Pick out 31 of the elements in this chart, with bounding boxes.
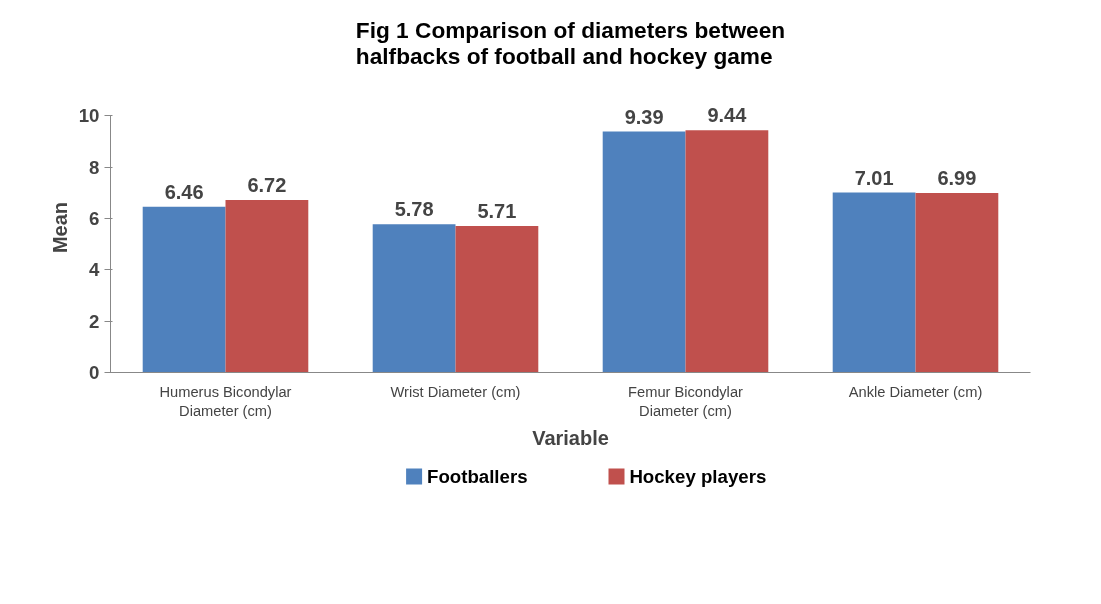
y-tick-label: 10: [78, 105, 100, 127]
y-tick-label: 0: [89, 362, 100, 383]
data-label: 6.99: [937, 167, 977, 190]
y-tick-label: 8: [89, 156, 100, 178]
bar: [372, 224, 456, 373]
bar: [832, 192, 916, 373]
legend-label: Footballers: [426, 466, 528, 487]
bar: [685, 130, 769, 373]
y-axis-title: Mean: [48, 201, 71, 254]
data-label: 5.78: [394, 198, 434, 221]
data-label: 9.44: [707, 104, 748, 127]
bar: [602, 131, 686, 373]
bar: [225, 200, 309, 373]
data-label: 6.72: [247, 174, 287, 197]
data-label: 7.01: [854, 166, 894, 189]
legend-label: Hockey players: [629, 466, 767, 487]
y-tick-label: 2: [89, 310, 100, 332]
y-tick-label: 6: [89, 208, 100, 230]
y-tick-label: 4: [89, 259, 101, 281]
x-tick-label: Humerus Bicondylar Diameter (cm): [159, 383, 292, 419]
data-label: 9.39: [624, 105, 664, 128]
bar: [915, 193, 999, 373]
x-tick-label: Femur Bicondylar Diameter (cm): [628, 383, 744, 419]
data-label: 6.46: [164, 180, 204, 203]
x-tick-label: Ankle Diameter (cm): [848, 383, 983, 400]
x-axis-title: Variable: [532, 426, 609, 449]
bar: [455, 225, 539, 373]
chart-title: Fig 1 Comparison of diameters between halfbacks of football and hockey game: [355, 16, 786, 69]
x-tick-label: Wrist Diameter (cm): [390, 383, 521, 400]
data-label: 5.71: [477, 199, 517, 222]
bar: [142, 206, 226, 373]
